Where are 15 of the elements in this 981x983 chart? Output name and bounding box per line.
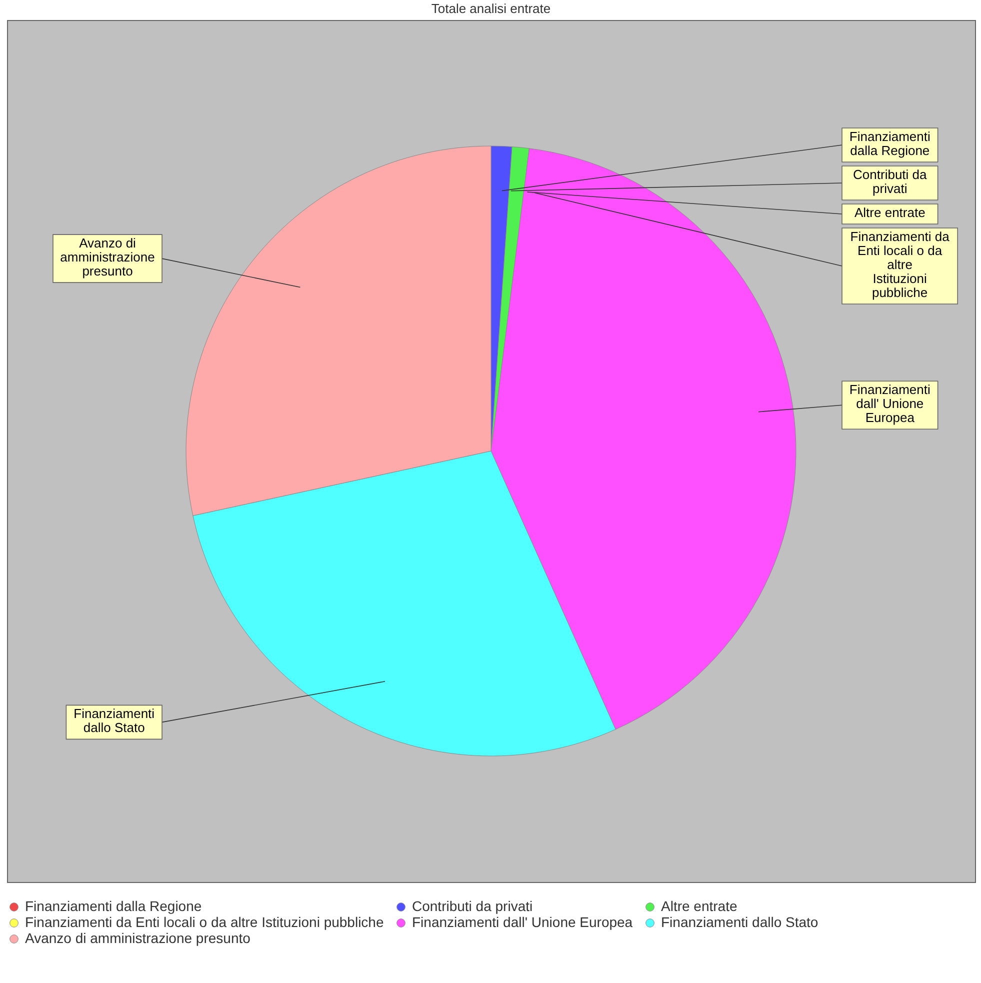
slice-label: Altre entrate: [854, 205, 926, 220]
legend-label: Contributi da privati: [412, 898, 533, 914]
slice-label: Finanziamenti dallo Stato: [74, 706, 155, 736]
legend-label: Altre entrate: [661, 898, 738, 914]
slice-label: Contributi da privati: [853, 167, 928, 196]
legend-label: Avanzo di amministrazione presunto: [25, 930, 251, 946]
legend-label: Finanziamenti dalla Regione: [25, 898, 202, 914]
legend-label: Finanziamenti da Enti locali o da altre Istituzioni pubbliche: [25, 914, 384, 930]
category-label: Finanziamenti da Enti locali o da altre Istituzioni pubbliche: [850, 229, 950, 300]
legend-label: Finanziamenti dall' Unione Europea: [412, 914, 633, 930]
category-label: Finanziamenti dalla Regione: [849, 129, 930, 158]
chart-title: Totale analisi entrate: [431, 1, 551, 16]
slice-label: Finanziamenti dall' Unione Europea: [849, 382, 930, 426]
slice-label: Avanzo di amministrazione presunto: [60, 236, 155, 279]
legend-label: Finanziamenti dallo Stato: [661, 914, 818, 930]
